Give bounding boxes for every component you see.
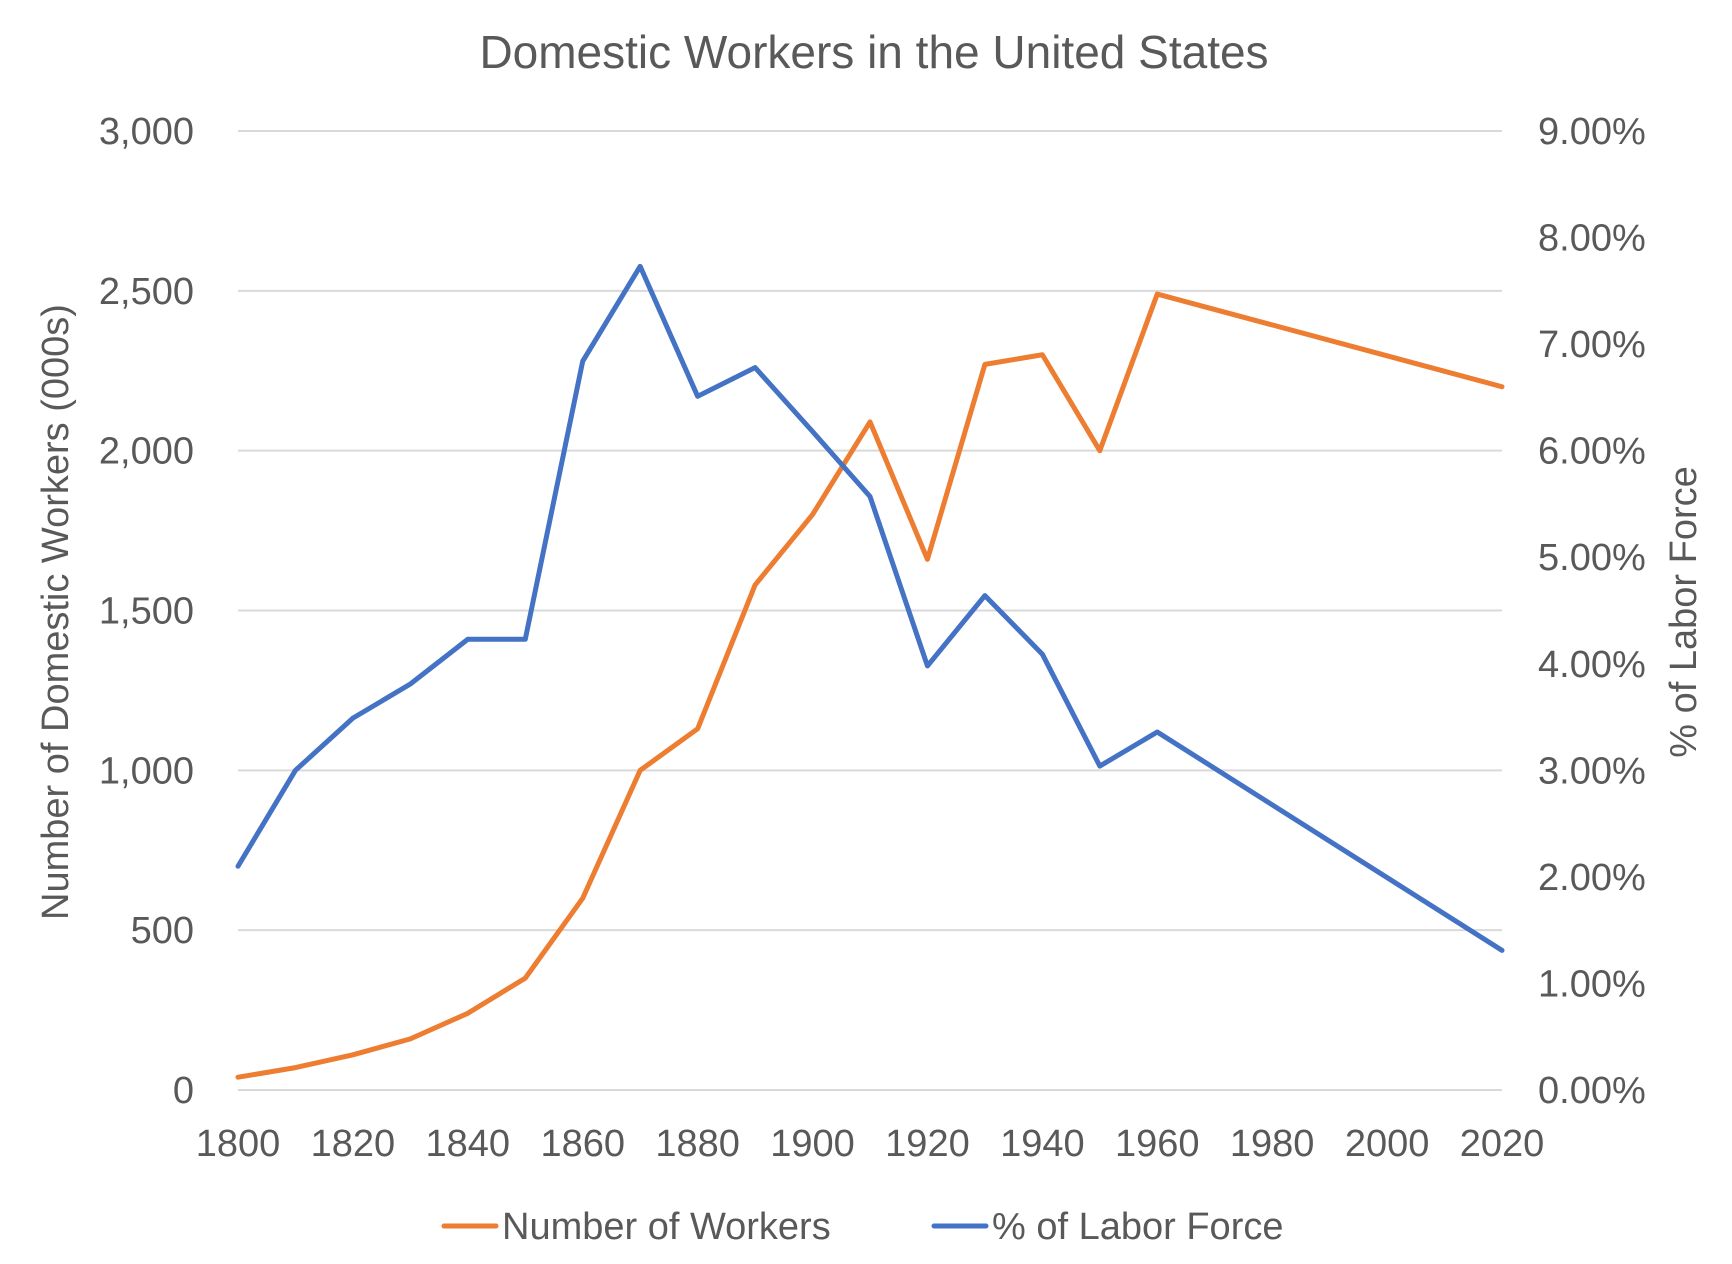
series-line-number-of-workers xyxy=(235,291,1505,1080)
left-axis-title: Number of Domestic Workers (000s) xyxy=(35,304,77,920)
x-tick-label: 1880 xyxy=(655,1123,740,1165)
right-tick-label: 7.00% xyxy=(1538,324,1646,366)
right-tick-label: 2.00% xyxy=(1538,857,1646,899)
right-axis-title: % of Labor Force xyxy=(1663,466,1705,757)
x-tick-label: 2020 xyxy=(1460,1123,1545,1165)
right-tick-label: 8.00% xyxy=(1538,218,1646,260)
x-tick-label: 1820 xyxy=(311,1123,396,1165)
gridlines xyxy=(238,130,1502,1091)
series-line-labor-force-pct xyxy=(235,263,1505,953)
x-tick-label: 1920 xyxy=(885,1123,970,1165)
right-tick-label: 0.00% xyxy=(1538,1070,1646,1112)
chart-title: Domestic Workers in the United States xyxy=(479,26,1268,78)
right-tick-label: 1.00% xyxy=(1538,963,1646,1005)
right-tick-label: 9.00% xyxy=(1538,111,1646,153)
x-tick-label: 1900 xyxy=(770,1123,855,1165)
x-axis: 1800 1820 1840 1860 1880 1900 1920 1940 1960 1980… xyxy=(196,1123,1545,1165)
left-tick-label: 1,000 xyxy=(99,750,194,792)
series-lines xyxy=(235,263,1505,1080)
x-tick-label: 1860 xyxy=(540,1123,625,1165)
x-tick-label: 1960 xyxy=(1115,1123,1200,1165)
x-tick-label: 1840 xyxy=(426,1123,511,1165)
left-tick-label: 2,500 xyxy=(99,271,194,313)
right-tick-label: 6.00% xyxy=(1538,431,1646,473)
right-tick-label: 3.00% xyxy=(1538,750,1646,792)
legend-label: % of Labor Force xyxy=(992,1206,1283,1248)
left-y-axis: 0 500 1,000 1,500 2,000 2,500 3,000 xyxy=(99,111,194,1112)
left-tick-label: 0 xyxy=(173,1070,194,1112)
x-tick-label: 1800 xyxy=(196,1123,281,1165)
x-tick-label: 1940 xyxy=(1000,1123,1085,1165)
x-tick-label: 1980 xyxy=(1230,1123,1315,1165)
left-tick-label: 3,000 xyxy=(99,111,194,153)
right-tick-label: 4.00% xyxy=(1538,644,1646,686)
right-y-axis: 0.00% 1.00% 2.00% 3.00% 4.00% 5.00% 6.00% 7.00%… xyxy=(1538,111,1646,1112)
x-tick-label: 2000 xyxy=(1345,1123,1430,1165)
left-tick-label: 2,000 xyxy=(99,431,194,473)
legend-label: Number of Workers xyxy=(502,1206,831,1248)
right-tick-label: 5.00% xyxy=(1538,537,1646,579)
legend: Number of Workers % of Labor Force xyxy=(441,1206,1283,1248)
left-tick-label: 1,500 xyxy=(99,591,194,633)
left-tick-label: 500 xyxy=(131,910,194,952)
